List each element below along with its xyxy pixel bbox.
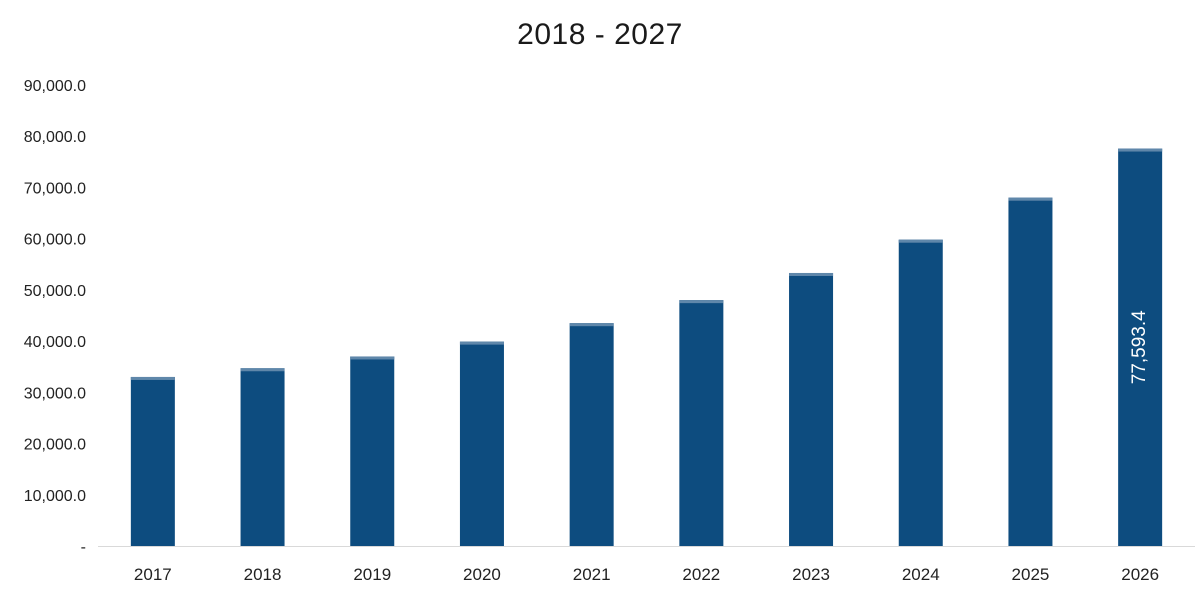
bar-top-edge-2026	[1118, 148, 1163, 152]
bar-2023	[789, 272, 834, 546]
bar-top-edge-2017	[130, 376, 175, 380]
bar-2024	[898, 239, 943, 547]
y-tick-label: 30,000.0	[24, 385, 86, 402]
y-tick-label: 70,000.0	[24, 180, 86, 197]
x-tick-label: 2025	[1012, 565, 1050, 584]
y-tick-label: 10,000.0	[24, 488, 86, 505]
x-tick-label: 2026	[1121, 565, 1159, 584]
y-tick-label: 20,000.0	[24, 437, 86, 454]
x-axis: 2017 2018 2019 2020 2021 2022 2023 2024 2025 2026	[98, 546, 1195, 584]
data-label-2026: 77,593.4	[1129, 310, 1150, 384]
bar-top-edge-2024	[898, 239, 943, 243]
x-tick-label: 2024	[902, 565, 940, 584]
y-tick-label: 80,000.0	[24, 129, 86, 146]
bar-2021	[569, 323, 614, 546]
bar-2019	[350, 356, 395, 546]
y-tick-label: 40,000.0	[24, 334, 86, 351]
bar-top-edge-2022	[679, 300, 724, 304]
bar-2026	[1118, 148, 1163, 546]
x-tick-label: 2018	[244, 565, 282, 584]
bar-2017	[130, 376, 175, 546]
x-tick-label: 2022	[682, 565, 720, 584]
chart-title: 2018 - 2027	[517, 18, 683, 51]
bar-top-edge-2018	[240, 368, 285, 372]
bar-top-edge-2025	[1008, 197, 1053, 201]
y-axis: - 10,000.0 20,000.0 30,000.0 40,000.0 50,000.…	[24, 78, 86, 556]
bar-2025	[1008, 197, 1053, 546]
y-tick-label: -	[81, 539, 86, 556]
bar-top-edge-2020	[459, 341, 504, 345]
bar-2018	[240, 368, 285, 546]
y-tick-label: 60,000.0	[24, 232, 86, 249]
bars-group	[130, 148, 1163, 547]
bar-top-edge-2023	[789, 272, 834, 276]
x-tick-label: 2023	[792, 565, 830, 584]
data-labels-group: 77,593.4	[1129, 310, 1150, 384]
bar-top-edge-2019	[350, 356, 395, 360]
y-tick-label: 90,000.0	[24, 78, 86, 95]
bar-2020	[459, 341, 504, 546]
x-tick-label: 2021	[573, 565, 611, 584]
bar-2022	[679, 300, 724, 546]
x-tick-label: 2017	[134, 565, 172, 584]
y-tick-label: 50,000.0	[24, 283, 86, 300]
bar-top-edge-2021	[569, 323, 614, 327]
x-tick-label: 2019	[353, 565, 391, 584]
x-tick-label: 2020	[463, 565, 501, 584]
